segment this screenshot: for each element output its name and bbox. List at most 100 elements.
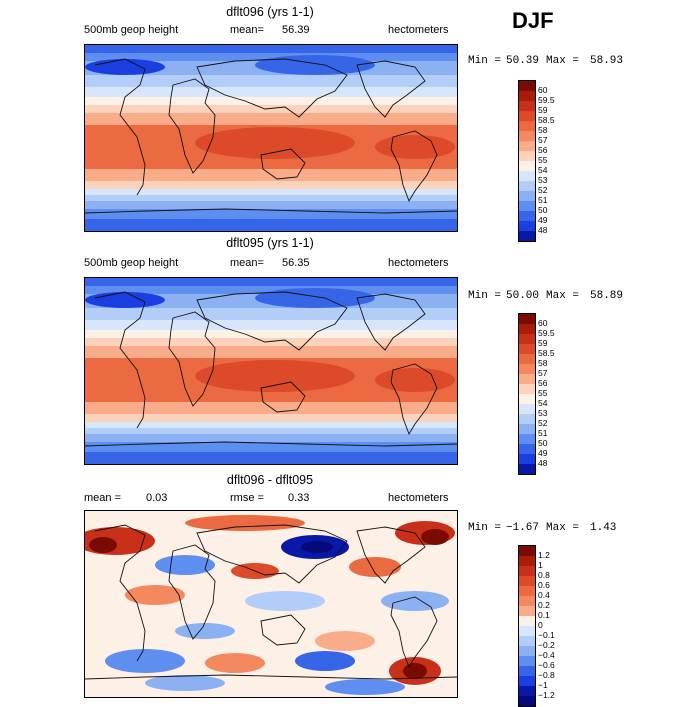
colorbar-segment: [519, 404, 535, 414]
field-band: [85, 195, 457, 201]
colorbar-segment: [519, 334, 535, 344]
panel3-rmse-value: 0.33: [288, 492, 310, 504]
field-band: [85, 434, 457, 442]
coastline: [85, 674, 457, 680]
colorbar-tick-label: 56: [538, 378, 548, 388]
colorbar-tick-label: 51: [538, 195, 548, 205]
field-band: [85, 320, 457, 330]
colorbar-segment: [519, 616, 535, 626]
panel3-max-label: Max =: [546, 522, 580, 534]
field-blob: [185, 515, 305, 531]
colorbar-tick-label: −0.8: [538, 670, 555, 680]
colorbar-tick-label: 59.5: [538, 328, 555, 338]
colorbar-tick-label: 0.6: [538, 580, 550, 590]
colorbar-segment: [519, 91, 535, 101]
colorbar-tick-label: 53: [538, 408, 548, 418]
coastline: [390, 596, 438, 669]
panel1-mean-label: mean=: [230, 24, 264, 36]
panel2-variable-label: 500mb geop height: [84, 257, 179, 269]
field-blob: [375, 135, 455, 159]
colorbar-tick-label: 58: [538, 125, 548, 135]
colorbar-segment: [519, 676, 535, 686]
field-blob: [175, 623, 235, 639]
panel1-variable-label: 500mb geop height: [84, 24, 179, 36]
colorbar-segment: [519, 566, 535, 576]
coastline: [168, 544, 216, 640]
field-band: [85, 428, 457, 434]
colorbar-segment: [519, 596, 535, 606]
field-band: [85, 189, 457, 195]
coastline: [196, 291, 348, 351]
colorbar-segment: [519, 131, 535, 141]
panel3-min-label: Min =: [468, 522, 502, 534]
coastline: [196, 58, 348, 118]
colorbar-tick-label: 57: [538, 135, 548, 145]
colorbar-segment: [519, 161, 535, 171]
colorbar-tick-label: 55: [538, 155, 548, 165]
colorbar-tick-label: −1: [538, 680, 548, 690]
colorbar-tick-label: 53: [538, 175, 548, 185]
coastline: [260, 148, 306, 180]
panel2-min-label: Min =: [468, 290, 502, 302]
field-band: [85, 442, 457, 452]
colorbar-tick-label: 60: [538, 85, 548, 95]
field-blob: [195, 360, 355, 392]
colorbar-segment: [519, 656, 535, 666]
colorbar-segment: [519, 151, 535, 161]
colorbar-segment: [519, 191, 535, 201]
colorbar-tick-label: −0.4: [538, 650, 555, 660]
colorbar-segment: [519, 344, 535, 354]
colorbar-tick-label: 48: [538, 225, 548, 235]
colorbar-tick-label: 57: [538, 368, 548, 378]
colorbar-tick-label: 50: [538, 205, 548, 215]
colorbar-tick-label: 54: [538, 165, 548, 175]
colorbar-segment: [519, 221, 535, 231]
panel3-units: hectometers: [388, 492, 449, 504]
field-blob: [245, 591, 325, 611]
colorbar-tick-label: 55: [538, 388, 548, 398]
colorbar-tick-label: 51: [538, 428, 548, 438]
colorbar-segment: [519, 556, 535, 566]
coastline: [390, 363, 438, 436]
colorbar-tick-label: −0.1: [538, 630, 555, 640]
field-band: [85, 209, 457, 219]
field-band: [85, 330, 457, 338]
colorbar-segment: [519, 111, 535, 121]
colorbar-tick-label: 0.4: [538, 590, 550, 600]
colorbar-segment: [519, 646, 535, 656]
colorbar-tick-label: 54: [538, 398, 548, 408]
panel3-rmse-label: rmse =: [230, 492, 264, 504]
field-blob: [85, 292, 165, 308]
field-band: [85, 414, 457, 422]
colorbar-tick-label: 48: [538, 458, 548, 468]
coastline: [356, 293, 426, 351]
colorbar-segment: [519, 546, 535, 556]
field-blob: [381, 591, 449, 611]
colorbar-segment: [519, 414, 535, 424]
coastline: [260, 381, 306, 413]
colorbar-segment: [519, 454, 535, 464]
colorbar-segment: [519, 464, 535, 474]
colorbar-tick-label: 56: [538, 145, 548, 155]
field-band: [85, 201, 457, 209]
colorbar-tick-label: 0.8: [538, 570, 550, 580]
colorbar-segment: [519, 141, 535, 151]
colorbar-segment: [519, 636, 535, 646]
colorbar-segment: [519, 394, 535, 404]
field-blob: [325, 679, 405, 695]
colorbar-segment: [519, 171, 535, 181]
panel1-min-label: Min =: [468, 55, 502, 67]
field-blob: [315, 631, 375, 651]
panel2-max-label: Max =: [546, 290, 580, 302]
colorbar-segment: [519, 324, 535, 334]
colorbar-segment: [519, 314, 535, 324]
field-blob: [195, 127, 355, 159]
field-band: [85, 219, 457, 231]
colorbar-tick-label: 1: [538, 560, 543, 570]
panel3-max-value: 1.43: [590, 522, 617, 534]
colorbar-tick-label: 0.2: [538, 600, 550, 610]
colorbar-tick-label: 58: [538, 358, 548, 368]
field-band: [85, 87, 457, 97]
colorbar-segment: [519, 586, 535, 596]
field-band: [85, 113, 457, 125]
